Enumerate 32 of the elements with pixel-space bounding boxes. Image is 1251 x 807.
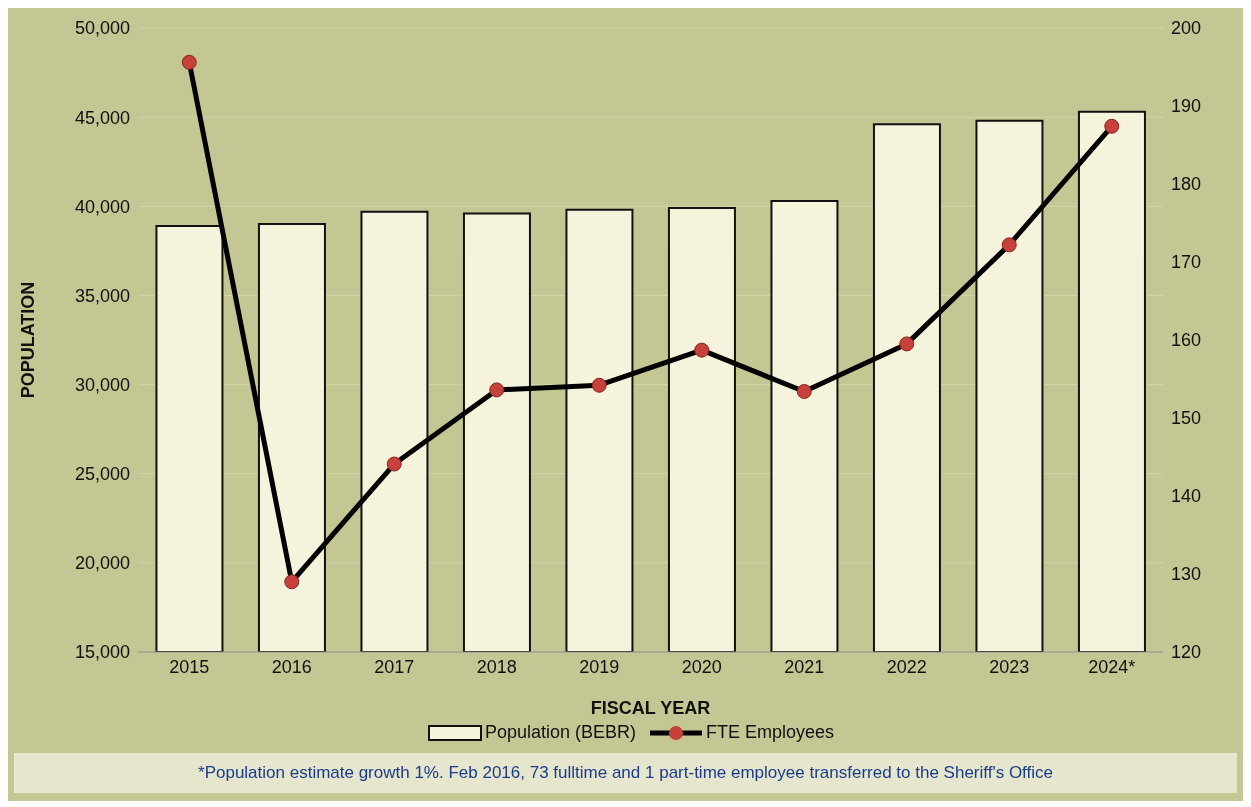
- legend-label: Population (BEBR): [484, 722, 637, 743]
- y-tick-label: 20,000: [74, 553, 130, 574]
- x-tick-label: 2020: [681, 656, 722, 677]
- y2-tick-label: 180: [1171, 174, 1202, 195]
- x-tick-label: 2016: [271, 656, 312, 677]
- x-tick-label: 2015: [169, 656, 210, 677]
- y2-tick-label: 140: [1171, 486, 1202, 507]
- x-axis-title: FISCAL YEAR: [590, 698, 711, 718]
- x-tick-label: 2022: [886, 656, 927, 677]
- x-tick-label: 2019: [579, 656, 620, 677]
- y-tick-label: 40,000: [74, 196, 130, 217]
- y-tick-label: 35,000: [74, 285, 130, 306]
- y-tick-label: 15,000: [74, 642, 130, 663]
- x-tick-label: 2024*: [1088, 656, 1136, 677]
- y2-tick-label: 200: [1171, 18, 1202, 39]
- y-tick-label: 45,000: [74, 107, 130, 128]
- y2-tick-label: 160: [1171, 330, 1202, 351]
- y-tick-label: 25,000: [74, 464, 130, 485]
- y-tick-label: 30,000: [74, 374, 130, 395]
- text: *Population estimate growth 1%. Feb 2016, 73 fulltime and 1 part-time employee transferred to the Sheriff's Office: [14, 753, 1237, 793]
- y2-tick-label: 150: [1171, 408, 1202, 429]
- x-tick-label: 2018: [476, 656, 517, 677]
- y2-tick-label: 190: [1171, 96, 1202, 117]
- x-tick-label: 2017: [374, 656, 415, 677]
- y2-tick-label: 170: [1171, 252, 1202, 273]
- x-tick-label: 2021: [784, 656, 825, 677]
- y2-tick-label: 130: [1171, 564, 1202, 585]
- y-tick-label: 50,000: [74, 18, 130, 39]
- x-tick-label: 2023: [989, 656, 1030, 677]
- legend-label: FTE Employees: [706, 722, 835, 743]
- y2-tick-label: 120: [1171, 642, 1202, 663]
- y-axis-title: POPULATION: [18, 281, 39, 399]
